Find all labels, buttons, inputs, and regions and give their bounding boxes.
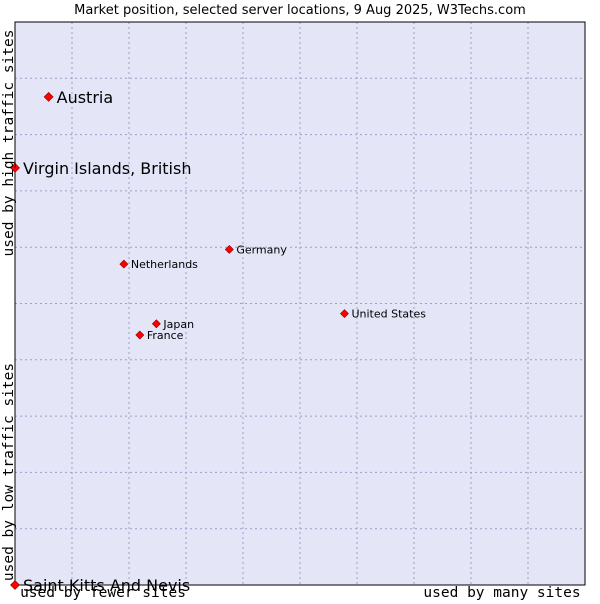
plot-frame [14,21,586,586]
point-marker-japan [151,319,161,329]
data-point-saint-kitts-and-nevis: Saint Kitts And Nevis [10,576,190,595]
point-marker-austria [43,91,54,102]
data-point-germany: Germany [224,243,287,256]
y-axis-label-bottom: used by low traffic sites [1,363,17,581]
point-marker-virgin-islands-british [10,162,20,173]
x-axis-label-left: used by fewer sites [20,585,186,600]
point-marker-netherlands [119,259,129,269]
data-point-virgin-islands-british: Virgin Islands, British [10,159,191,178]
chart-title: Market position, selected server locatio… [74,3,526,18]
x-axis-label-right: used by many sites [423,585,580,600]
data-point-austria: Austria [43,88,114,107]
data-point-united-states: United States [340,308,426,321]
point-marker-germany [224,245,234,254]
point-marker-united-states [340,309,349,319]
point-label-netherlands: Netherlands [131,258,198,271]
point-label-austria: Austria [57,88,114,107]
y-axis-label-top: used by high traffic sites [1,30,17,257]
grid-lines [15,22,585,585]
data-point-netherlands: Netherlands [119,258,198,271]
data-point-japan: Japan [151,318,194,331]
data-point-france: France [135,329,184,342]
point-label-france: France [147,329,184,342]
point-marker-france [135,330,145,340]
data-points: Austria Virgin Islands, British Germany Net… [10,88,426,595]
point-label-united-states: United States [351,308,426,321]
point-label-virgin-islands-british: Virgin Islands, British [23,159,191,178]
point-marker-saint-kitts-and-nevis [10,580,20,590]
point-label-germany: Germany [236,243,287,256]
point-label-saint-kitts-and-nevis: Saint Kitts And Nevis [23,576,190,595]
point-label-japan: Japan [162,318,194,331]
